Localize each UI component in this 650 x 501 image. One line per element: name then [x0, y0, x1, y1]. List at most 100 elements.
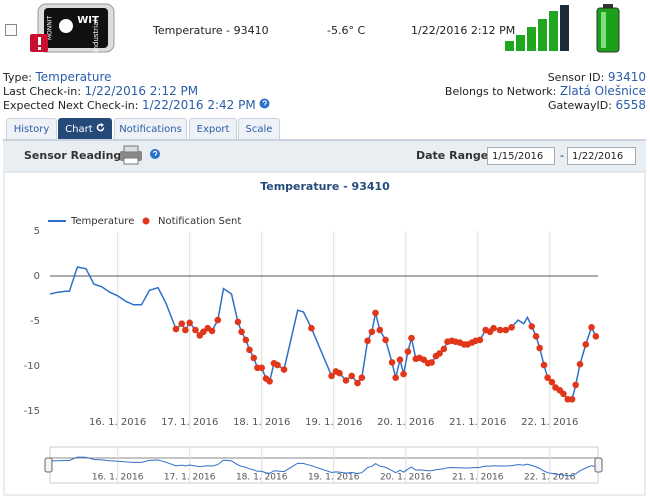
notification-marker [258, 364, 266, 372]
next-label: Expected Next Check-in: [3, 99, 139, 112]
legend-label: Notification Sent [158, 216, 241, 227]
notification-marker [186, 319, 194, 327]
notification-marker [420, 356, 428, 364]
last-value: 1/22/2016 2:12 PM [84, 84, 199, 98]
date-separator: - [560, 149, 564, 162]
battery-icon [596, 4, 620, 53]
panel-title: Sensor Readings [24, 149, 128, 162]
notification-marker [548, 378, 556, 386]
date-from[interactable]: 1/15/2016 [487, 147, 555, 165]
device-image: MONNIT WIT industrial [30, 3, 115, 53]
notification-marker [328, 372, 335, 380]
navigator-label: 20. 1. 2016 [380, 473, 432, 483]
tab-active[interactable]: Chart [58, 118, 112, 140]
y-tick-label: -5 [30, 316, 40, 327]
notification-marker [372, 309, 379, 317]
notification-marker [440, 345, 448, 353]
tab[interactable]: Export [189, 118, 237, 140]
sensor-id-label: Sensor ID: [547, 71, 605, 84]
notification-marker [200, 328, 207, 336]
tab-label: Chart [65, 124, 93, 135]
date-to[interactable]: 1/22/2016 [567, 147, 636, 165]
notification-marker [568, 396, 576, 403]
notification-marker [364, 337, 371, 345]
notification-marker [408, 334, 415, 342]
device-brand: MONNIT [47, 16, 54, 41]
checkbox[interactable] [5, 24, 17, 36]
tab[interactable]: History [6, 118, 57, 140]
notification-marker [266, 378, 273, 385]
navigator-label: 21. 1. 2016 [452, 473, 504, 483]
navigator-handle[interactable] [44, 457, 53, 473]
notification-marker [214, 316, 222, 324]
navigator-line [49, 456, 596, 477]
x-tick-label: 21. 1. 2016 [449, 417, 506, 428]
notification-marker [274, 361, 281, 369]
legend-label: Temperature [70, 216, 134, 227]
panel-icons [120, 145, 160, 165]
reading-date: 1/22/2016 2:12 PM [411, 24, 516, 37]
notification-marker [496, 326, 504, 334]
type-value: Temperature [35, 70, 112, 84]
sensor-name: Temperature - 93410 [153, 24, 269, 37]
notification-marker [396, 356, 404, 364]
chart-title: Temperature - 93410 [260, 180, 390, 193]
notification-marker [588, 324, 595, 331]
notification-marker [354, 379, 361, 387]
notification-marker [404, 348, 412, 355]
notification-marker [238, 328, 245, 336]
notification-marker [536, 344, 543, 352]
notification-marker [532, 333, 540, 340]
notification-marker [392, 374, 399, 382]
y-tick-label: 5 [34, 226, 40, 237]
notification-marker [358, 374, 366, 382]
x-tick-label: 18. 1. 2016 [233, 417, 290, 428]
y-tick-label: -15 [24, 406, 40, 417]
y-tick-label: 0 [34, 271, 40, 282]
reading: -5.6° C [327, 24, 366, 37]
x-tick-label: 20. 1. 2016 [377, 417, 434, 428]
navigator-label: 22. 1. 2016 [524, 473, 576, 483]
network-label: Belongs to Network: [444, 85, 557, 98]
notification-marker [336, 369, 343, 377]
tab[interactable]: Scale [238, 118, 280, 140]
refresh-icon [96, 123, 105, 132]
notification-marker [246, 346, 253, 354]
notification-marker [528, 323, 536, 330]
legend-marker [142, 217, 150, 225]
notification-marker [476, 336, 484, 344]
notification-marker [572, 381, 579, 389]
notification-marker [490, 324, 497, 332]
notification-marker [592, 333, 600, 340]
notification-marker [382, 336, 389, 344]
x-tick-label: 19. 1. 2016 [305, 417, 362, 428]
navigator-handle[interactable] [594, 457, 603, 473]
notification-marker [582, 341, 590, 348]
gateway: 6558 [615, 98, 646, 112]
x-tick-label: 16. 1. 2016 [89, 417, 146, 428]
navigator-label: 17. 1. 2016 [164, 473, 216, 483]
tab[interactable]: Notifications [114, 118, 187, 140]
next-value: 1/22/2016 2:42 PM [141, 98, 256, 112]
notification-marker [436, 350, 443, 357]
notification-marker [172, 325, 180, 333]
notification-marker [242, 336, 250, 344]
notification-marker [560, 390, 567, 398]
notification-marker [576, 360, 584, 368]
navigator-label: 18. 1. 2016 [236, 473, 288, 483]
notification-marker [308, 324, 315, 332]
notification-marker [376, 326, 384, 334]
sensor-id: 93410 [607, 70, 646, 84]
notification-marker [540, 361, 548, 369]
notification-marker [428, 359, 435, 366]
notification-marker [182, 326, 189, 334]
notification-marker [388, 359, 396, 366]
help-icon[interactable] [259, 98, 270, 109]
device-model: WIT [77, 15, 99, 26]
notification-marker [502, 326, 510, 334]
navigator-label: 16. 1. 2016 [92, 473, 144, 483]
type-label: Type: [3, 71, 32, 84]
notification-marker [280, 366, 288, 373]
notification-marker [508, 324, 515, 331]
